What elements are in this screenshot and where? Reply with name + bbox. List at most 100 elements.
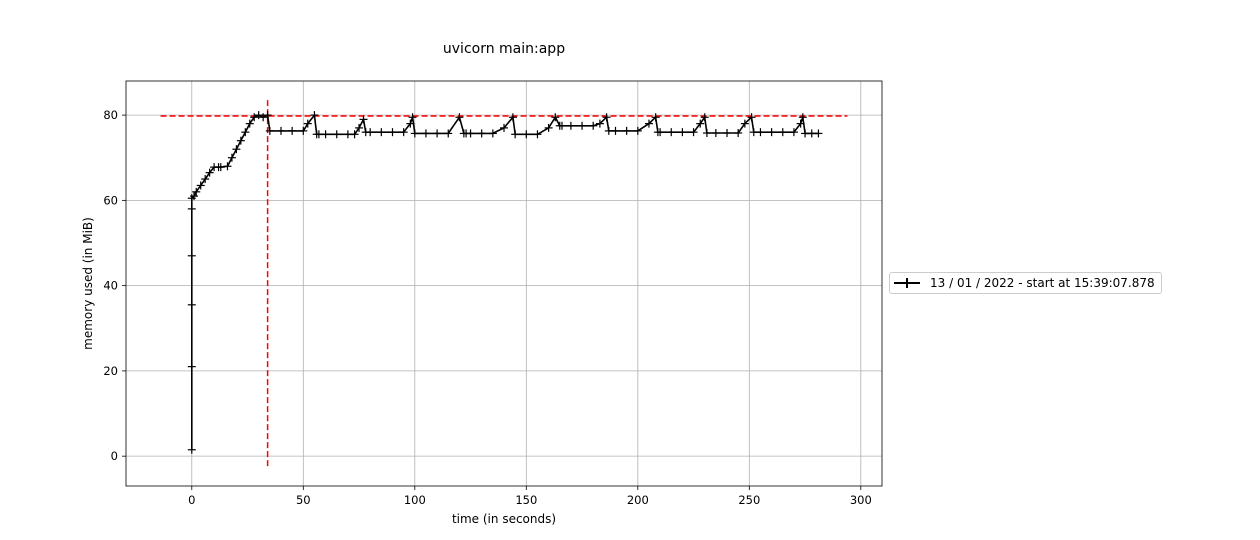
data-point-marker [678, 128, 687, 137]
data-point-marker [321, 130, 330, 139]
data-point-marker [651, 113, 660, 122]
data-point-marker [455, 113, 464, 122]
legend-line-marker-icon [894, 277, 920, 289]
data-point-marker [355, 123, 364, 132]
data-point-marker [557, 121, 566, 130]
data-point-marker [578, 121, 587, 130]
data-point-marker [359, 115, 368, 124]
x-tick-label: 150 [515, 493, 537, 507]
data-point-marker [187, 445, 196, 454]
data-point-marker [508, 113, 517, 122]
data-point-marker [801, 129, 810, 138]
data-point-marker [187, 251, 196, 260]
data-point-marker [299, 126, 308, 135]
data-point-marker [263, 111, 272, 120]
data-point-marker [789, 128, 798, 137]
data-point-marker [187, 204, 196, 213]
data-point-marker [740, 119, 749, 128]
legend-label: 13 / 01 / 2022 - start at 15:39:07.878 [930, 276, 1155, 290]
data-point-marker [814, 129, 823, 138]
data-point-marker [522, 130, 531, 139]
data-point-marker [589, 121, 598, 130]
data-point-marker [216, 163, 225, 172]
data-point-marker [747, 113, 756, 122]
data-point-marker [205, 168, 214, 177]
data-point-marker [410, 129, 419, 138]
y-tick-label: 40 [103, 279, 118, 293]
data-point-marker [749, 128, 758, 137]
data-point-marker [366, 128, 375, 137]
data-point-marker [711, 129, 720, 138]
data-point-marker [350, 130, 359, 139]
data-point-marker [798, 113, 807, 122]
data-point-marker [700, 113, 709, 122]
y-axis-label: memory used (in MiB) [81, 217, 95, 350]
x-tick-label: 200 [627, 493, 649, 507]
y-tick-label: 0 [111, 449, 118, 463]
data-point-marker [408, 113, 417, 122]
data-point-marker [756, 128, 765, 137]
data-point-marker [644, 119, 653, 128]
data-point-marker [288, 126, 297, 135]
data-point-marker [533, 130, 542, 139]
data-point-marker [223, 162, 232, 171]
data-point-marker [500, 123, 508, 132]
data-point-marker [807, 129, 816, 138]
x-tick-label: 0 [188, 493, 195, 507]
data-point-marker [689, 128, 698, 137]
data-point-marker [196, 181, 205, 190]
data-point-marker [602, 113, 611, 122]
data-point-marker [276, 126, 285, 135]
data-point-marker [332, 130, 341, 139]
data-point-marker [421, 129, 430, 138]
data-point-marker [187, 362, 196, 371]
data-point-marker [778, 128, 787, 137]
y-tick-label: 80 [103, 108, 118, 122]
data-point-marker [444, 129, 453, 138]
data-point-marker [190, 192, 199, 201]
data-point-marker [734, 129, 743, 138]
data-point-marker [544, 123, 553, 132]
data-point-marker [232, 145, 241, 154]
data-point-marker [566, 121, 575, 130]
data-point-marker [595, 119, 604, 128]
data-point-marker [667, 128, 676, 137]
data-point-marker [399, 128, 408, 137]
data-point-marker [622, 126, 631, 135]
data-point-marker [201, 175, 210, 184]
data-point-marker [241, 128, 250, 137]
data-point-marker [250, 113, 259, 122]
legend: 13 / 01 / 2022 - start at 15:39:07.878 [889, 272, 1162, 294]
data-point-marker [633, 126, 642, 135]
y-tick-label: 20 [103, 364, 118, 378]
chart-title: uvicorn main:app [442, 41, 566, 57]
data-point-marker [303, 119, 312, 128]
data-point-marker [187, 300, 196, 309]
data-point-marker [656, 128, 665, 137]
x-axis-label: time (in seconds) [452, 512, 556, 526]
data-point-marker [259, 113, 268, 122]
data-point-marker [604, 126, 613, 135]
x-tick-label: 300 [850, 493, 872, 507]
data-point-marker [377, 128, 386, 137]
data-point-marker [702, 129, 711, 138]
data-point-marker [192, 187, 201, 196]
x-tick-label: 250 [738, 493, 760, 507]
plot-frame [125, 80, 883, 487]
series-line [191, 113, 819, 450]
data-point-marker [551, 113, 560, 122]
x-tick-label: 100 [404, 493, 426, 507]
x-tick-label: 50 [296, 493, 311, 507]
data-point-marker [466, 129, 475, 138]
data-point-marker [611, 126, 620, 135]
data-point-marker [254, 111, 263, 120]
data-point-marker [696, 119, 705, 128]
data-point-marker [406, 119, 415, 128]
data-point-marker [343, 130, 352, 139]
data-point-marker [245, 119, 254, 128]
data-point-marker [265, 126, 274, 135]
data-point-marker [511, 130, 520, 139]
y-tick-label: 60 [103, 193, 118, 207]
data-point-marker [723, 129, 732, 138]
data-point-marker [388, 128, 397, 137]
